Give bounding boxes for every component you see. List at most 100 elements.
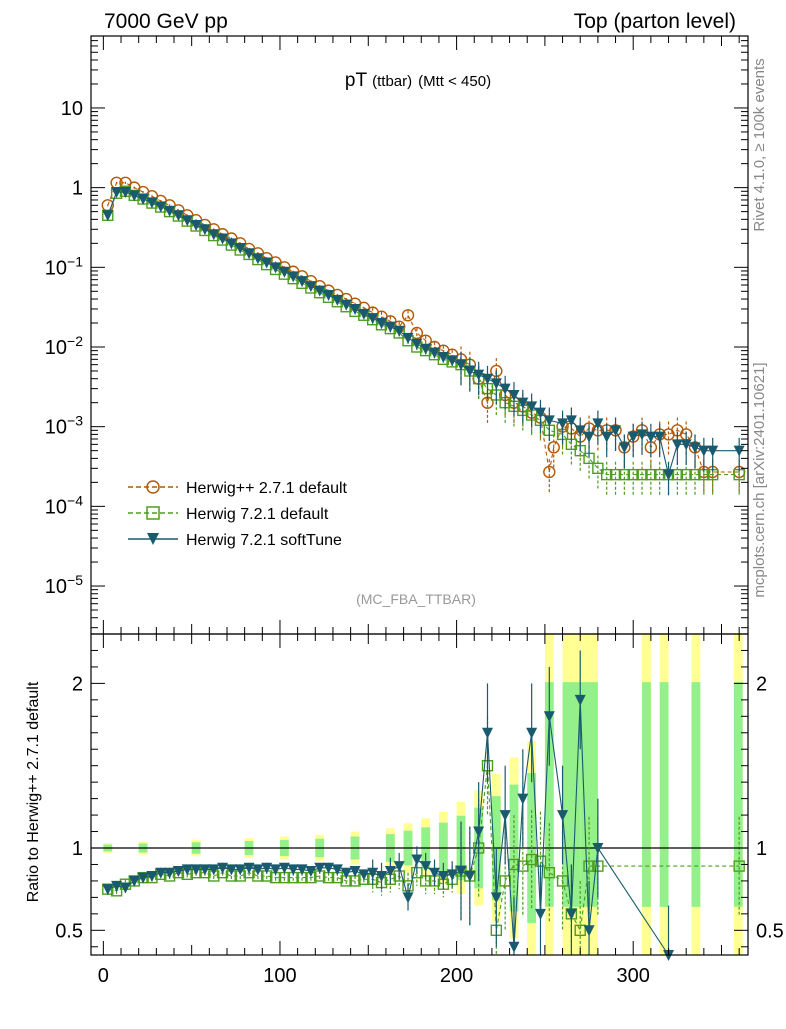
main-herwig7-marker <box>645 468 657 481</box>
legend-entry-herwig7-softtune: Herwig 7.2.1 softTune <box>128 532 342 549</box>
main-softtune-marker <box>565 415 577 427</box>
legend: Herwig++ 2.7.1 default Herwig 7.2.1 defa… <box>128 480 348 549</box>
ratio-softtune-marker <box>384 866 396 878</box>
legend-marker-triangle <box>147 533 159 545</box>
main-softtune-marker <box>172 210 184 222</box>
ratio-x-tick-label: 100 <box>263 965 296 987</box>
ratio-softtune-marker <box>181 864 193 876</box>
ratio-softtune-marker <box>164 867 176 879</box>
ratio-softtune-marker <box>583 925 595 937</box>
ratio-softtune-marker <box>137 872 149 884</box>
ratio-herwig7-marker <box>543 866 556 879</box>
main-softtune-marker <box>128 190 140 202</box>
ratio-band-inner <box>544 682 554 907</box>
ratio-band-inner <box>642 682 651 907</box>
ratio-softtune-marker <box>234 864 246 876</box>
ratio-softtune-marker <box>287 864 299 876</box>
main-softtune-marker <box>225 238 237 250</box>
ratio-softtune-marker <box>565 908 577 920</box>
ratio-herwig7-marker <box>525 853 538 866</box>
main-softtune-marker <box>654 431 666 443</box>
ratio-y-tick-label: 1 <box>72 838 83 860</box>
main-softtune-marker <box>190 219 202 231</box>
legend-marker-square <box>146 506 160 520</box>
ratio-band-inner <box>580 682 598 907</box>
ratio-softtune-marker <box>574 694 586 706</box>
main-softtune-marker <box>278 266 290 278</box>
ratio-softtune-marker <box>508 941 520 953</box>
legend-label: Herwig++ 2.7.1 default <box>186 480 348 497</box>
main-herwig7-marker <box>618 468 631 481</box>
main-softtune-marker <box>663 469 675 481</box>
main-y-tick-label: 1 <box>72 178 83 200</box>
ratio-softtune-marker <box>199 864 211 876</box>
ratio-softtune-marker <box>437 870 449 882</box>
ratio-band-inner <box>659 682 669 907</box>
main-softtune-marker <box>481 373 493 385</box>
main-softtune-marker <box>437 351 449 363</box>
main-softtune-marker <box>314 285 326 297</box>
ratio-softtune-marker <box>172 866 184 878</box>
ratio-softtune-marker <box>402 892 414 904</box>
ratio-softtune-marker <box>305 866 317 878</box>
ratio-band-inner <box>733 682 743 907</box>
main-softtune-marker <box>252 253 264 265</box>
ratio-softtune-marker <box>296 864 308 876</box>
main-herwigpp-marker <box>547 441 560 454</box>
main-softtune-marker <box>376 318 388 330</box>
main-softtune-marker <box>358 308 370 320</box>
main-panel-content <box>101 176 746 496</box>
main-softtune-marker <box>698 445 710 457</box>
ratio-herwig7-marker <box>574 924 586 937</box>
legend-label: Herwig 7.2.1 default <box>186 506 329 523</box>
main-softtune-marker <box>137 194 149 206</box>
ratio-softtune-marker <box>557 810 569 822</box>
ratio-softtune-marker <box>252 864 264 876</box>
ratio-softtune-marker <box>420 861 432 873</box>
ratio-softtune-marker <box>446 869 458 881</box>
main-softtune-marker <box>234 242 246 254</box>
main-softtune-marker <box>261 257 273 269</box>
ratio-softtune-marker <box>592 843 604 854</box>
main-herwig7-marker <box>680 468 692 481</box>
rivet-label: Rivet 4.1.0, ≥ 100k events <box>751 58 768 231</box>
main-herwig7-marker <box>601 468 613 481</box>
ratio-herwig7-marker <box>733 860 745 872</box>
ratio-softtune-marker <box>111 880 123 892</box>
main-softtune-marker <box>102 210 114 222</box>
legend-marker-circle <box>146 480 160 494</box>
ratio-softtune-marker <box>119 882 131 894</box>
main-softtune-marker <box>208 229 220 241</box>
ratio-y-tick-label-right: 0.5 <box>756 920 784 942</box>
main-softtune-marker <box>543 415 555 427</box>
main-herwig7-marker <box>592 462 604 475</box>
ratio-softtune-marker <box>464 870 476 882</box>
legend-entry-herwig7-default: Herwig 7.2.1 default <box>128 506 329 523</box>
ratio-softtune-marker <box>526 727 538 739</box>
ratio-softtune-marker <box>481 727 493 739</box>
title-main: pT <box>345 70 368 91</box>
ratio-herwig7-marker <box>556 875 569 887</box>
main-herwig7-marker <box>609 468 622 481</box>
main-softtune-marker <box>557 418 569 430</box>
ratio-softtune-marker <box>358 869 370 881</box>
watermark: (MC_FBA_TTBAR) <box>356 591 476 607</box>
ratio-y-tick-label-right: 2 <box>756 673 767 695</box>
main-softtune-marker <box>689 442 701 454</box>
main-softtune-marker <box>733 445 745 457</box>
main-softtune-marker <box>610 425 622 437</box>
main-y-tick-label: 10−2 <box>45 333 83 359</box>
main-softtune-marker <box>119 187 131 199</box>
main-herwig7-marker <box>689 468 701 481</box>
main-herwig7-marker <box>671 468 684 481</box>
ratio-x-tick-label: 300 <box>617 965 650 987</box>
ratio-herwig7-marker <box>499 875 511 887</box>
ratio-softtune-marker <box>393 861 405 873</box>
main-softtune-marker <box>446 355 458 367</box>
main-softtune-marker <box>111 187 123 199</box>
main-softtune-marker <box>627 431 639 443</box>
main-softtune-marker <box>574 425 586 437</box>
main-softtune-marker <box>583 431 595 443</box>
ratio-softtune-marker <box>349 866 361 878</box>
main-softtune-marker <box>534 407 546 419</box>
